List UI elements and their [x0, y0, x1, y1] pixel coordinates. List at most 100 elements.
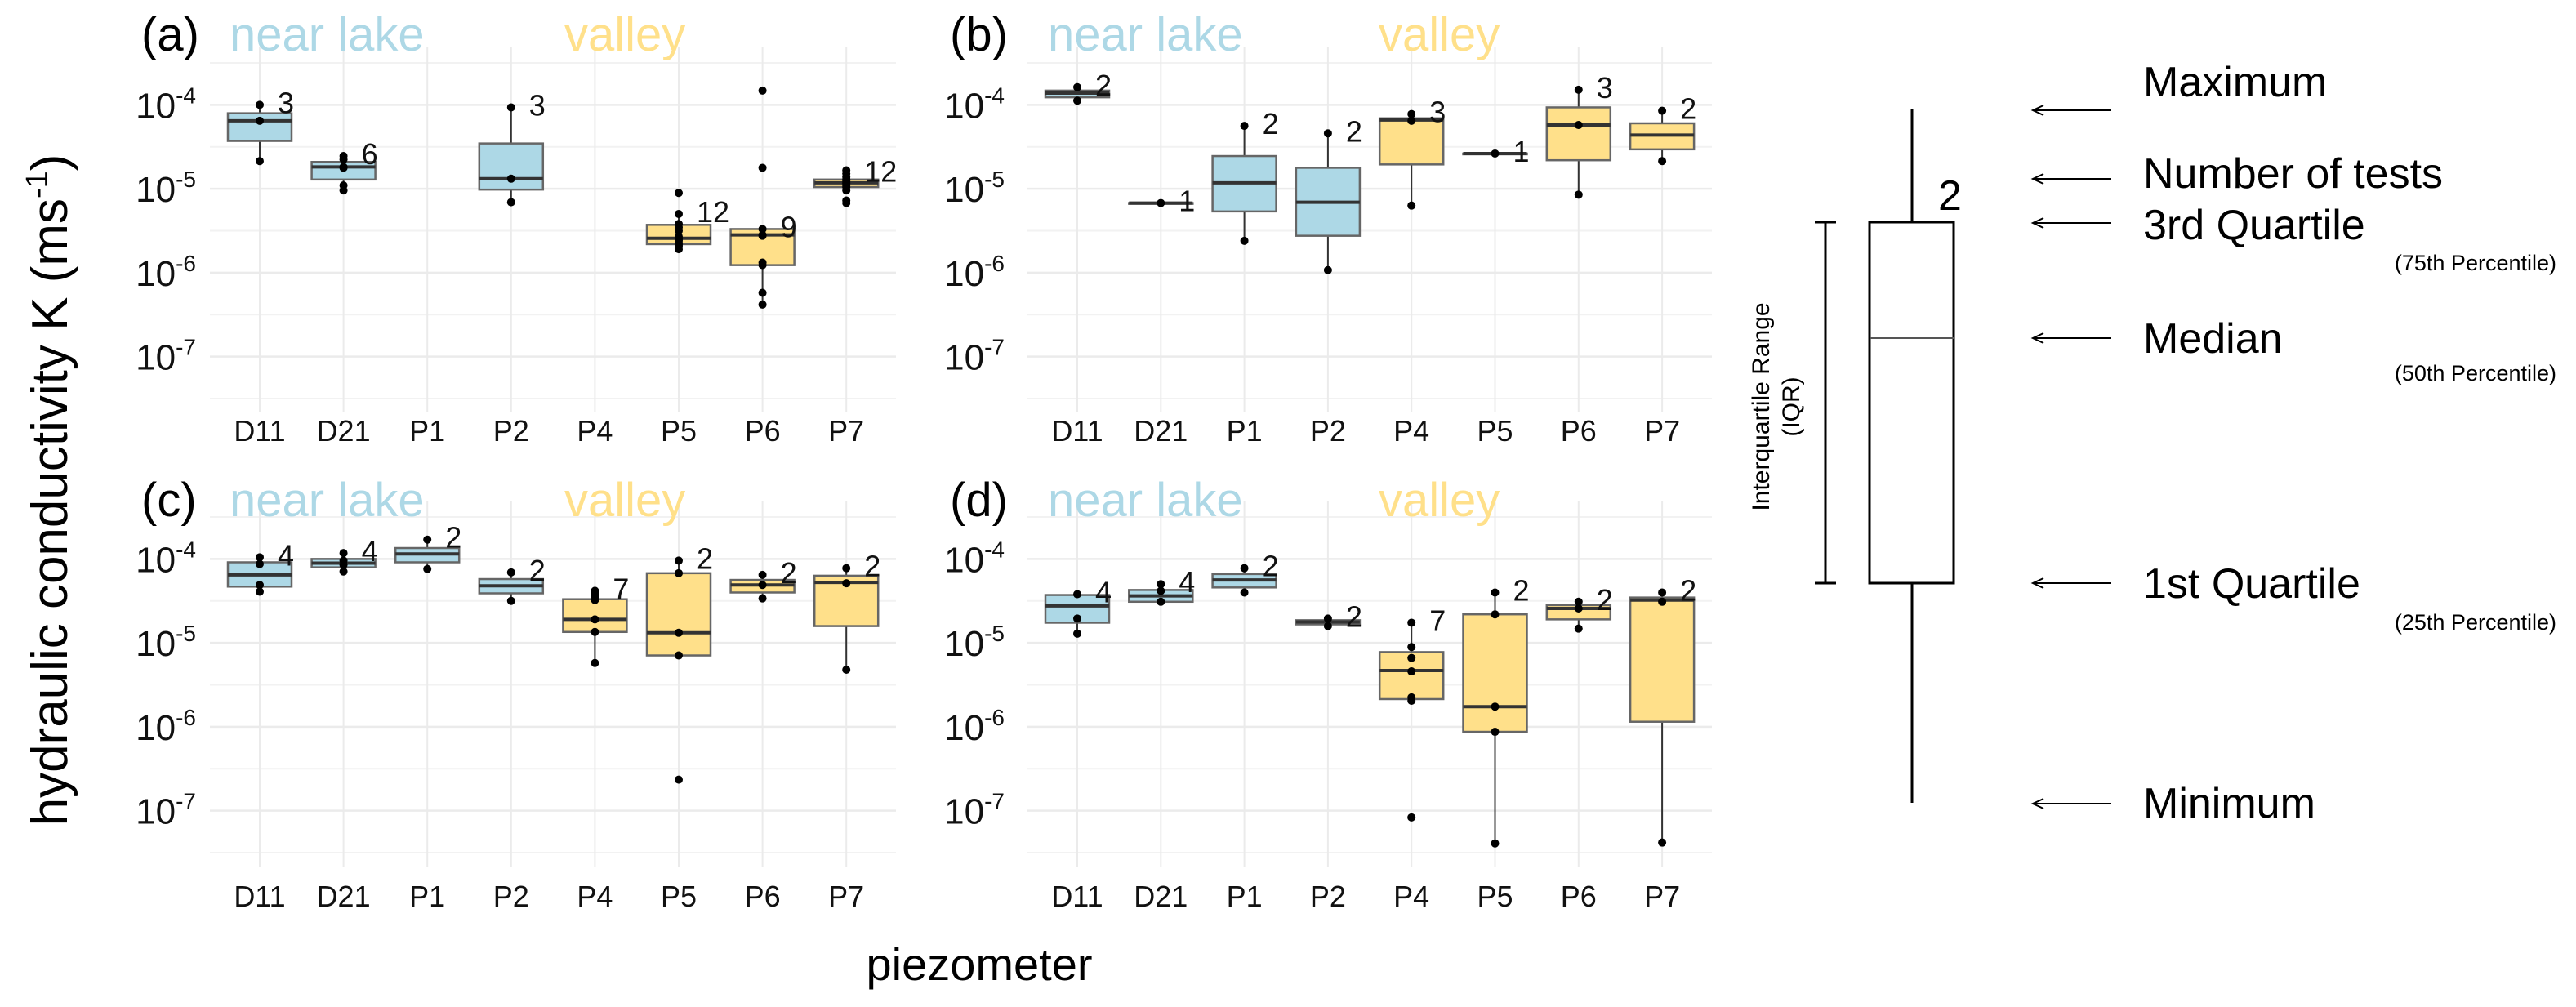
data-point	[1407, 201, 1416, 210]
data-point	[1157, 580, 1165, 589]
y-tick-label: 10-7	[136, 789, 196, 832]
data-point	[1073, 96, 1081, 105]
x-tick-label: P4	[577, 414, 613, 448]
box-P5: 2	[1462, 573, 1530, 848]
x-tick-label: D11	[234, 880, 285, 913]
count-label: 3	[529, 88, 546, 122]
data-point	[1491, 728, 1500, 737]
count-label: 4	[1095, 576, 1112, 609]
data-point	[1407, 813, 1416, 822]
data-point	[1574, 121, 1583, 130]
iqr-box	[645, 572, 712, 657]
data-point	[591, 658, 599, 667]
data-point	[1658, 588, 1667, 597]
box-D21: 1	[1128, 185, 1195, 218]
box-P7: 2	[813, 550, 880, 675]
data-point	[758, 225, 767, 234]
data-point	[591, 595, 599, 604]
group-label-near-lake: near lake	[1048, 474, 1243, 527]
count-label: 2	[529, 554, 546, 587]
data-point	[758, 86, 767, 95]
y-tick-label: 10-4	[136, 82, 196, 126]
data-point	[842, 186, 851, 195]
data-point	[1157, 586, 1165, 595]
x-tick-label: P4	[1393, 414, 1429, 448]
data-point	[1323, 622, 1332, 630]
data-point	[256, 559, 264, 568]
count-label: 1	[1513, 135, 1530, 168]
y-tick-label: 10-7	[136, 335, 196, 378]
legend-median-sub: (50th Percentile)	[2395, 361, 2556, 385]
y-tick-label: 10-5	[944, 621, 1005, 664]
box-P2: 2	[478, 554, 546, 605]
x-tick-label: P5	[1477, 414, 1513, 448]
data-point	[1574, 190, 1583, 199]
box-D21: 6	[310, 137, 378, 195]
data-point	[842, 666, 851, 675]
data-point	[339, 560, 348, 569]
box-P5: 12	[645, 189, 729, 254]
panel-label: (a)	[141, 8, 199, 61]
y-tick-label: 10-4	[944, 82, 1005, 126]
data-point	[1491, 839, 1500, 848]
data-point	[1407, 667, 1416, 676]
panel-label: (d)	[950, 474, 1008, 527]
data-point	[423, 564, 432, 573]
data-point	[339, 186, 348, 195]
x-tick-label: D21	[317, 414, 371, 448]
x-tick-label: P5	[661, 880, 697, 913]
data-point	[675, 209, 683, 218]
data-point	[339, 163, 348, 172]
y-tick-label: 10-6	[136, 705, 196, 748]
count-label: 2	[1095, 69, 1112, 102]
legend-q1: 1st Quartile	[2143, 560, 2360, 608]
box-D21: 4	[310, 534, 378, 576]
data-point	[1407, 109, 1416, 118]
iqr-bracket	[1815, 221, 1836, 585]
x-tick-label: P6	[1561, 880, 1597, 913]
arrow-q3-icon	[2030, 217, 2111, 229]
y-tick-label: 10-7	[944, 335, 1005, 378]
data-point	[758, 288, 767, 297]
y-tick-label: 10-5	[944, 167, 1005, 210]
data-point	[256, 157, 264, 166]
data-point	[1323, 265, 1332, 274]
x-tick-label: D21	[1134, 414, 1188, 448]
arrow-minimum-icon	[2030, 798, 2111, 809]
arrow-maximum-icon	[2030, 105, 2111, 116]
data-point	[842, 564, 851, 573]
data-point	[256, 116, 264, 125]
x-tick-label: P5	[661, 414, 697, 448]
group-label-valley: valley	[564, 474, 685, 527]
count-label: 4	[278, 538, 294, 572]
x-tick-label: P1	[1227, 880, 1263, 913]
x-tick-label: D21	[317, 880, 371, 913]
y-tick-label: 10-4	[136, 537, 196, 580]
data-point	[1574, 597, 1583, 606]
iqr-abbrev: (IQR)	[1778, 377, 1805, 436]
legend-q3: 3rd Quartile	[2143, 202, 2365, 249]
data-point	[506, 568, 515, 577]
data-point	[1407, 697, 1416, 706]
x-tick-label: P6	[1561, 414, 1597, 448]
y-tick-label: 10-6	[944, 705, 1005, 748]
count-label: 2	[1680, 573, 1696, 607]
data-point	[1323, 129, 1332, 138]
data-point	[675, 628, 683, 637]
count-label: 7	[613, 572, 629, 605]
iqr-box	[1378, 117, 1445, 166]
y-axis-title: hydraulic conductivity K (ms-1)	[20, 154, 78, 827]
box-P6: 3	[1545, 71, 1613, 199]
box-P7: 12	[813, 155, 897, 207]
legend-arrows	[2030, 105, 2111, 809]
arrow-median-icon	[2030, 332, 2111, 344]
x-tick-label: P2	[493, 414, 529, 448]
legend-q3-sub: (75th Percentile)	[2395, 251, 2556, 275]
panel-label: (c)	[141, 474, 197, 527]
data-point	[675, 568, 683, 577]
data-point	[1240, 236, 1249, 245]
count-label: 3	[1429, 96, 1446, 129]
data-point	[1574, 604, 1583, 613]
box-P2: 2	[1295, 114, 1362, 274]
data-point	[256, 100, 264, 109]
